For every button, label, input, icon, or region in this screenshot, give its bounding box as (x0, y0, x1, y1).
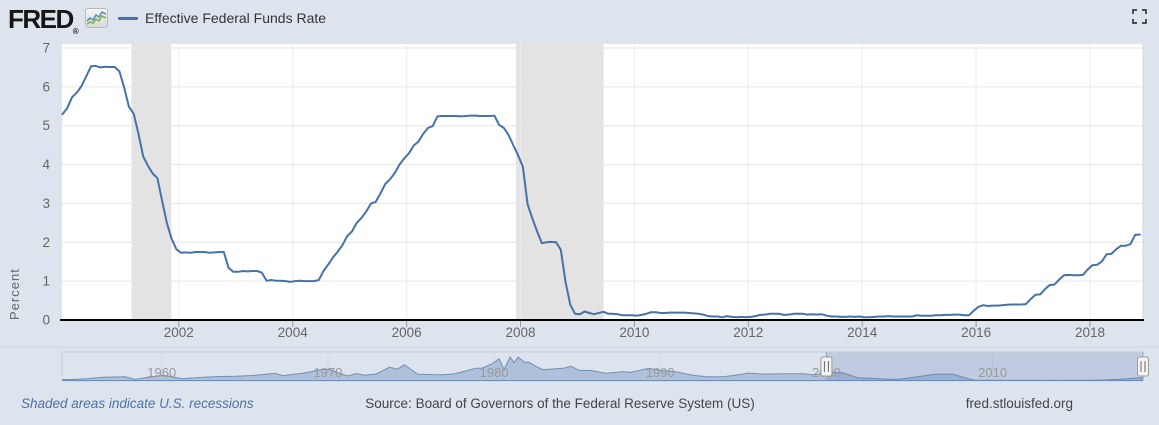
fred-logo-text: FRED (8, 4, 74, 34)
source-attribution: Source: Board of Governors of the Federa… (365, 396, 755, 411)
y-axis-label: 6 (42, 79, 50, 94)
series-line (61, 64, 1141, 319)
navigator-decade-label: 1960 (147, 365, 176, 380)
sparkline-icon (85, 8, 108, 28)
series-legend-item[interactable]: Effective Federal Funds Rate (118, 10, 326, 26)
navigator-decade-label: 2010 (978, 365, 1007, 380)
y-axis-label: 3 (42, 196, 50, 211)
navigator-decade-label: 1970 (313, 365, 342, 380)
y-axis-label: 1 (42, 274, 50, 289)
x-axis-label: 2006 (392, 325, 422, 340)
x-axis-label: 2010 (619, 325, 649, 340)
y-axis-label: 7 (42, 41, 50, 56)
x-axis-label: 2002 (164, 325, 194, 340)
recession-band (131, 44, 172, 320)
x-axis-label: 2016 (961, 325, 991, 340)
navigator-handle-right[interactable] (1137, 356, 1149, 377)
y-axis-label: 4 (42, 157, 50, 172)
navigator-selection[interactable] (826, 352, 1143, 381)
y-axis-label: 2 (42, 235, 50, 250)
y-axis-label: 0 (42, 313, 50, 328)
fullscreen-corners-icon[interactable] (1132, 9, 1148, 25)
legend-label: Effective Federal Funds Rate (145, 10, 327, 26)
recession-band (515, 44, 604, 320)
navigator-decade-label: 1990 (646, 365, 675, 380)
navigator-area-series (62, 356, 1143, 381)
fred-site-link[interactable]: fred.stlouisfed.org (965, 396, 1073, 411)
recessions-note: Shaded areas indicate U.S. recessions (21, 396, 254, 411)
x-axis-label: 2008 (505, 325, 535, 340)
navigator-decade-label: 1980 (480, 365, 509, 380)
legend-line-marker (118, 16, 138, 20)
registered-mark: ® (72, 27, 79, 36)
navigator-handle-left[interactable] (820, 356, 833, 377)
x-axis-label: 2004 (278, 325, 309, 340)
fred-logo[interactable]: FRED® (8, 4, 79, 36)
y-axis-label: 5 (42, 118, 50, 133)
x-axis-label: 2012 (733, 325, 763, 340)
x-axis-label: 2014 (847, 325, 878, 340)
x-axis-label: 2018 (1075, 325, 1105, 340)
